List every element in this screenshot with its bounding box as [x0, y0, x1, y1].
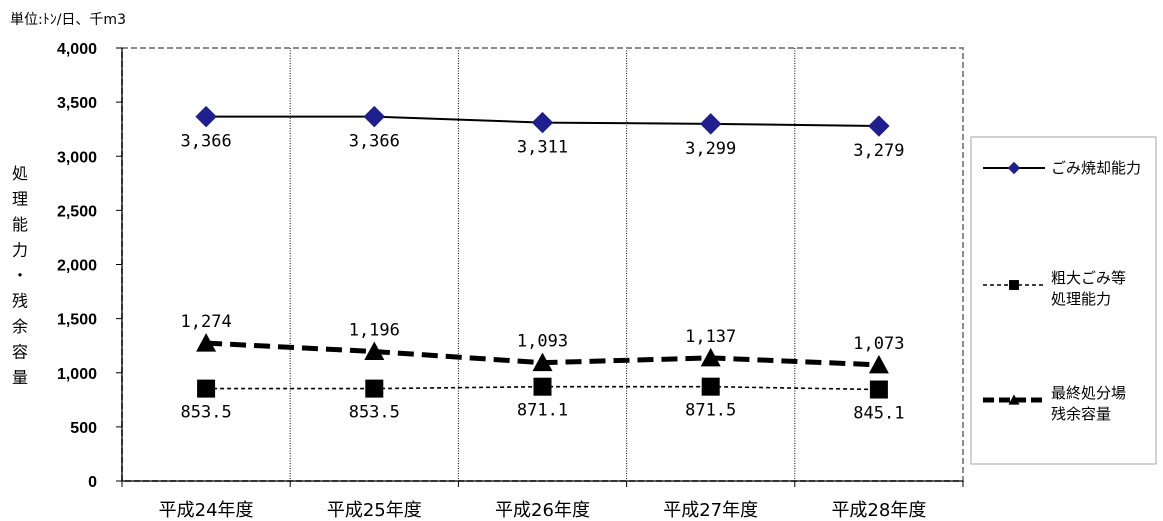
y-axis-label-char: ・ [12, 266, 28, 285]
x-tick-label: 平成24年度 [159, 500, 254, 521]
data-point [869, 380, 888, 399]
data-point [531, 111, 554, 134]
legend-marker [1008, 394, 1020, 405]
x-tick-labels: 平成24年度 平成25年度 平成26年度 平成27年度 平成28年度 [159, 500, 927, 521]
x-tick-label: 平成26年度 [495, 500, 590, 521]
gridlines [289, 48, 796, 481]
y-tick-label: 2,500 [57, 203, 97, 220]
legend-marker [1007, 161, 1021, 175]
data-label: 3,366 [349, 132, 400, 152]
data-point [868, 354, 889, 374]
series-markers [195, 105, 890, 399]
y-tick-label: 1,000 [57, 366, 97, 383]
legend-label: ごみ焼却能力 [1051, 159, 1141, 177]
y-axis-label-char: 処 [12, 164, 28, 183]
data-point [868, 115, 890, 137]
data-point [699, 113, 722, 135]
data-point [700, 347, 721, 367]
data-label: 1,073 [853, 334, 904, 354]
data-point [196, 333, 217, 352]
data-point [195, 105, 217, 128]
data-point [364, 341, 385, 361]
data-point [533, 377, 552, 396]
legend-label: 最終処分場 [1051, 384, 1126, 402]
data-label: 3,299 [685, 139, 736, 159]
y-tick-label: 0 [88, 474, 97, 491]
legend-box [970, 136, 1157, 465]
legend-label: 残余容量 [1051, 405, 1111, 423]
data-label: 1,196 [349, 321, 400, 341]
y-tick-label: 3,500 [57, 95, 97, 112]
data-label: 1,274 [181, 312, 232, 332]
data-label: 1,093 [517, 332, 568, 352]
y-tick-label: 2,000 [57, 258, 97, 275]
legend-label: 粗大ごみ等 [1051, 269, 1126, 287]
y-axis-label-char: 量 [12, 368, 28, 387]
data-point [363, 105, 386, 128]
x-tick-label: 平成25年度 [327, 500, 422, 521]
data-label: 3,279 [853, 141, 904, 161]
legend-marker [1009, 280, 1019, 290]
data-label: 1,137 [685, 327, 736, 347]
data-point [701, 377, 720, 396]
x-tick-label: 平成27年度 [663, 500, 758, 521]
y-axis-label-char: 力 [12, 241, 28, 260]
axes [116, 47, 964, 487]
y-axis-label-char: 能 [12, 215, 28, 234]
data-point [197, 379, 216, 398]
data-point [365, 379, 384, 398]
data-label: 871.5 [685, 401, 736, 421]
data-label: 871.1 [517, 401, 568, 421]
y-axis-label-char: 余 [12, 317, 28, 336]
legend-label: 処理能力 [1051, 290, 1111, 308]
y-tick-label: 3,000 [57, 149, 97, 166]
y-axis-label-char: 残 [12, 292, 28, 311]
data-point [532, 352, 553, 372]
data-label: 3,366 [181, 132, 232, 152]
y-axis-label-char: 容 [12, 343, 28, 362]
data-label: 3,311 [517, 138, 568, 158]
y-tick-label: 4,000 [57, 41, 97, 58]
y-tick-labels: 0 500 1,000 1,500 2,000 2,500 3,000 3,500 4,000 [57, 41, 97, 491]
data-label: 853.5 [181, 403, 232, 423]
data-labels: 3,366 3,366 3,311 3,299 3,279 853.5 853.5 871.1… [181, 132, 905, 424]
y-tick-label: 500 [70, 420, 97, 437]
data-label: 845.1 [853, 404, 904, 424]
y-axis-label: 処理能力・残余容量 [12, 164, 28, 387]
data-label: 853.5 [349, 403, 400, 423]
y-tick-label: 1,500 [57, 312, 97, 329]
y-axis-label-char: 理 [12, 190, 28, 209]
unit-label: 単位:ﾄﾝ/日、千m3 [10, 12, 126, 28]
x-tick-label: 平成28年度 [831, 500, 926, 521]
